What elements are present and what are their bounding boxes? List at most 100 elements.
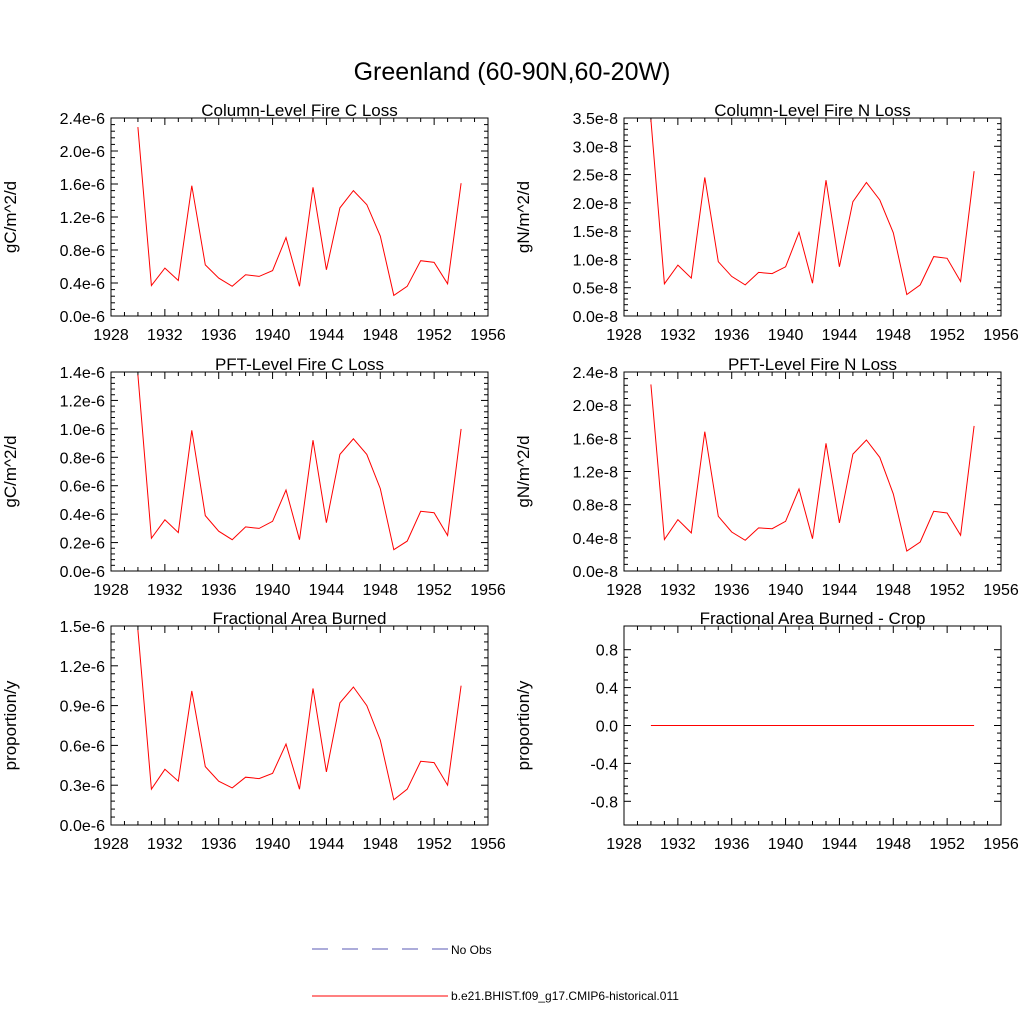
figure-title: Greenland (60-90N,60-20W) <box>354 58 671 86</box>
x-tick-label: 1932 <box>147 582 183 599</box>
y-tick-label: 2.5e-8 <box>573 168 618 185</box>
x-tick-label: 1940 <box>255 836 291 853</box>
x-tick-label: 1948 <box>875 327 911 344</box>
y-tick-label: 1.5e-8 <box>573 224 618 241</box>
y-tick-label: 1.2e-6 <box>60 659 105 676</box>
chart-panels: Column-Level Fire C Loss gC/m^2/d 1928 1932… <box>1 101 1019 853</box>
series-line <box>650 384 975 552</box>
y-axis-label: proportion/y <box>1 680 20 770</box>
panel-title: PFT-Level Fire N Loss <box>728 355 897 374</box>
panel-2: Column-Level Fire N Loss gN/m^2/d 1928 1932… <box>514 101 1019 344</box>
y-tick-label: 0.0e-6 <box>60 818 105 835</box>
y-tick-label: 1.2e-8 <box>573 465 618 482</box>
x-tick-label: 1956 <box>983 836 1019 853</box>
x-tick-label: 1952 <box>416 327 452 344</box>
y-tick-label: 0.9e-6 <box>60 699 105 716</box>
x-tick-label: 1944 <box>822 836 858 853</box>
y-axis-label: gN/m^2/d <box>514 181 533 253</box>
x-tick-label: 1932 <box>660 327 696 344</box>
y-axis-label: gC/m^2/d <box>1 435 20 507</box>
plot-frame <box>110 371 489 572</box>
y-tick-label: 3.0e-8 <box>573 139 618 156</box>
x-tick-label: 1948 <box>875 582 911 599</box>
y-tick-label: 0.4e-8 <box>573 531 618 548</box>
y-tick-label: 0.8 <box>596 643 618 660</box>
panel-6: Fractional Area Burned - Crop proportion/… <box>514 609 1019 853</box>
y-tick-label: 0.6e-6 <box>60 479 105 496</box>
y-tick-label: 1.5e-6 <box>60 619 105 636</box>
y-tick-label: 0.2e-6 <box>60 536 105 553</box>
x-tick-label: 1928 <box>606 582 642 599</box>
x-tick-label: 1932 <box>660 582 696 599</box>
x-tick-label: 1940 <box>255 582 291 599</box>
x-tick-label: 1928 <box>93 327 129 344</box>
y-tick-label: -0.4 <box>590 756 618 773</box>
series-line <box>137 374 462 551</box>
y-tick-label: 2.4e-6 <box>60 111 105 128</box>
x-tick-label: 1944 <box>822 327 858 344</box>
series-line <box>137 127 462 297</box>
x-tick-label: 1936 <box>714 327 750 344</box>
x-tick-label: 1928 <box>606 327 642 344</box>
y-tick-label: 0.8e-8 <box>573 498 618 515</box>
y-tick-label: 2.0e-8 <box>573 196 618 213</box>
series-line <box>137 629 462 801</box>
plot-frame <box>623 371 1002 572</box>
y-axis-label: gC/m^2/d <box>1 181 20 253</box>
panel-title: Column-Level Fire C Loss <box>201 101 398 120</box>
x-tick-label: 1956 <box>470 836 506 853</box>
y-tick-label: 1.0e-6 <box>60 422 105 439</box>
x-tick-label: 1948 <box>362 582 398 599</box>
x-tick-label: 1936 <box>714 582 750 599</box>
x-tick-label: 1944 <box>309 327 345 344</box>
y-tick-label: 3.5e-8 <box>573 111 618 128</box>
y-tick-label: 0.0 <box>596 719 618 736</box>
y-tick-label: 0.0e-6 <box>60 309 105 326</box>
x-tick-label: 1952 <box>416 836 452 853</box>
panel-5: Fractional Area Burned proportion/y 1928 19… <box>1 609 506 853</box>
y-tick-label: 0.4e-6 <box>60 507 105 524</box>
legend-label-model: b.e21.BHIST.f09_g17.CMIP6-historical.011 <box>451 989 679 1003</box>
panel-title: PFT-Level Fire C Loss <box>215 355 384 374</box>
x-tick-label: 1952 <box>929 582 965 599</box>
panel-title: Column-Level Fire N Loss <box>714 101 911 120</box>
x-tick-label: 1948 <box>875 836 911 853</box>
x-tick-label: 1936 <box>201 582 237 599</box>
y-tick-label: 0.0e-6 <box>60 564 105 581</box>
y-tick-label: 1.6e-6 <box>60 177 105 194</box>
y-tick-label: 0.4 <box>596 681 618 698</box>
plot-frame <box>623 117 1002 317</box>
y-tick-label: 0.4e-6 <box>60 276 105 293</box>
x-tick-label: 1928 <box>93 836 129 853</box>
panel-title: Fractional Area Burned - Crop <box>700 609 926 628</box>
x-tick-label: 1952 <box>929 836 965 853</box>
x-tick-label: 1948 <box>362 836 398 853</box>
x-tick-label: 1940 <box>768 836 804 853</box>
y-tick-label: 0.5e-8 <box>573 281 618 298</box>
x-tick-label: 1936 <box>714 836 750 853</box>
x-tick-label: 1936 <box>201 327 237 344</box>
y-tick-label: 1.2e-6 <box>60 210 105 227</box>
x-tick-label: 1932 <box>147 327 183 344</box>
plot-frame <box>110 625 489 826</box>
panel-4: PFT-Level Fire N Loss gN/m^2/d 1928 1932 193… <box>514 355 1019 599</box>
y-tick-label: 1.2e-6 <box>60 393 105 410</box>
y-tick-label: 2.4e-8 <box>573 365 618 382</box>
x-tick-label: 1940 <box>255 327 291 344</box>
y-tick-label: -0.8 <box>590 794 618 811</box>
x-tick-label: 1944 <box>309 836 345 853</box>
panel-1: Column-Level Fire C Loss gC/m^2/d 1928 1932… <box>1 101 506 344</box>
y-tick-label: 0.6e-6 <box>60 738 105 755</box>
y-tick-label: 2.0e-8 <box>573 398 618 415</box>
x-tick-label: 1956 <box>470 582 506 599</box>
y-tick-label: 0.0e-8 <box>573 309 618 326</box>
series-line <box>650 119 975 296</box>
x-tick-label: 1944 <box>309 582 345 599</box>
y-tick-label: 0.8e-6 <box>60 450 105 467</box>
x-tick-label: 1944 <box>822 582 858 599</box>
y-axis-label: gN/m^2/d <box>514 435 533 507</box>
y-tick-label: 0.3e-6 <box>60 778 105 795</box>
x-tick-label: 1932 <box>147 836 183 853</box>
x-tick-label: 1940 <box>768 582 804 599</box>
panel-3: PFT-Level Fire C Loss gC/m^2/d 1928 1932 193… <box>1 355 506 599</box>
